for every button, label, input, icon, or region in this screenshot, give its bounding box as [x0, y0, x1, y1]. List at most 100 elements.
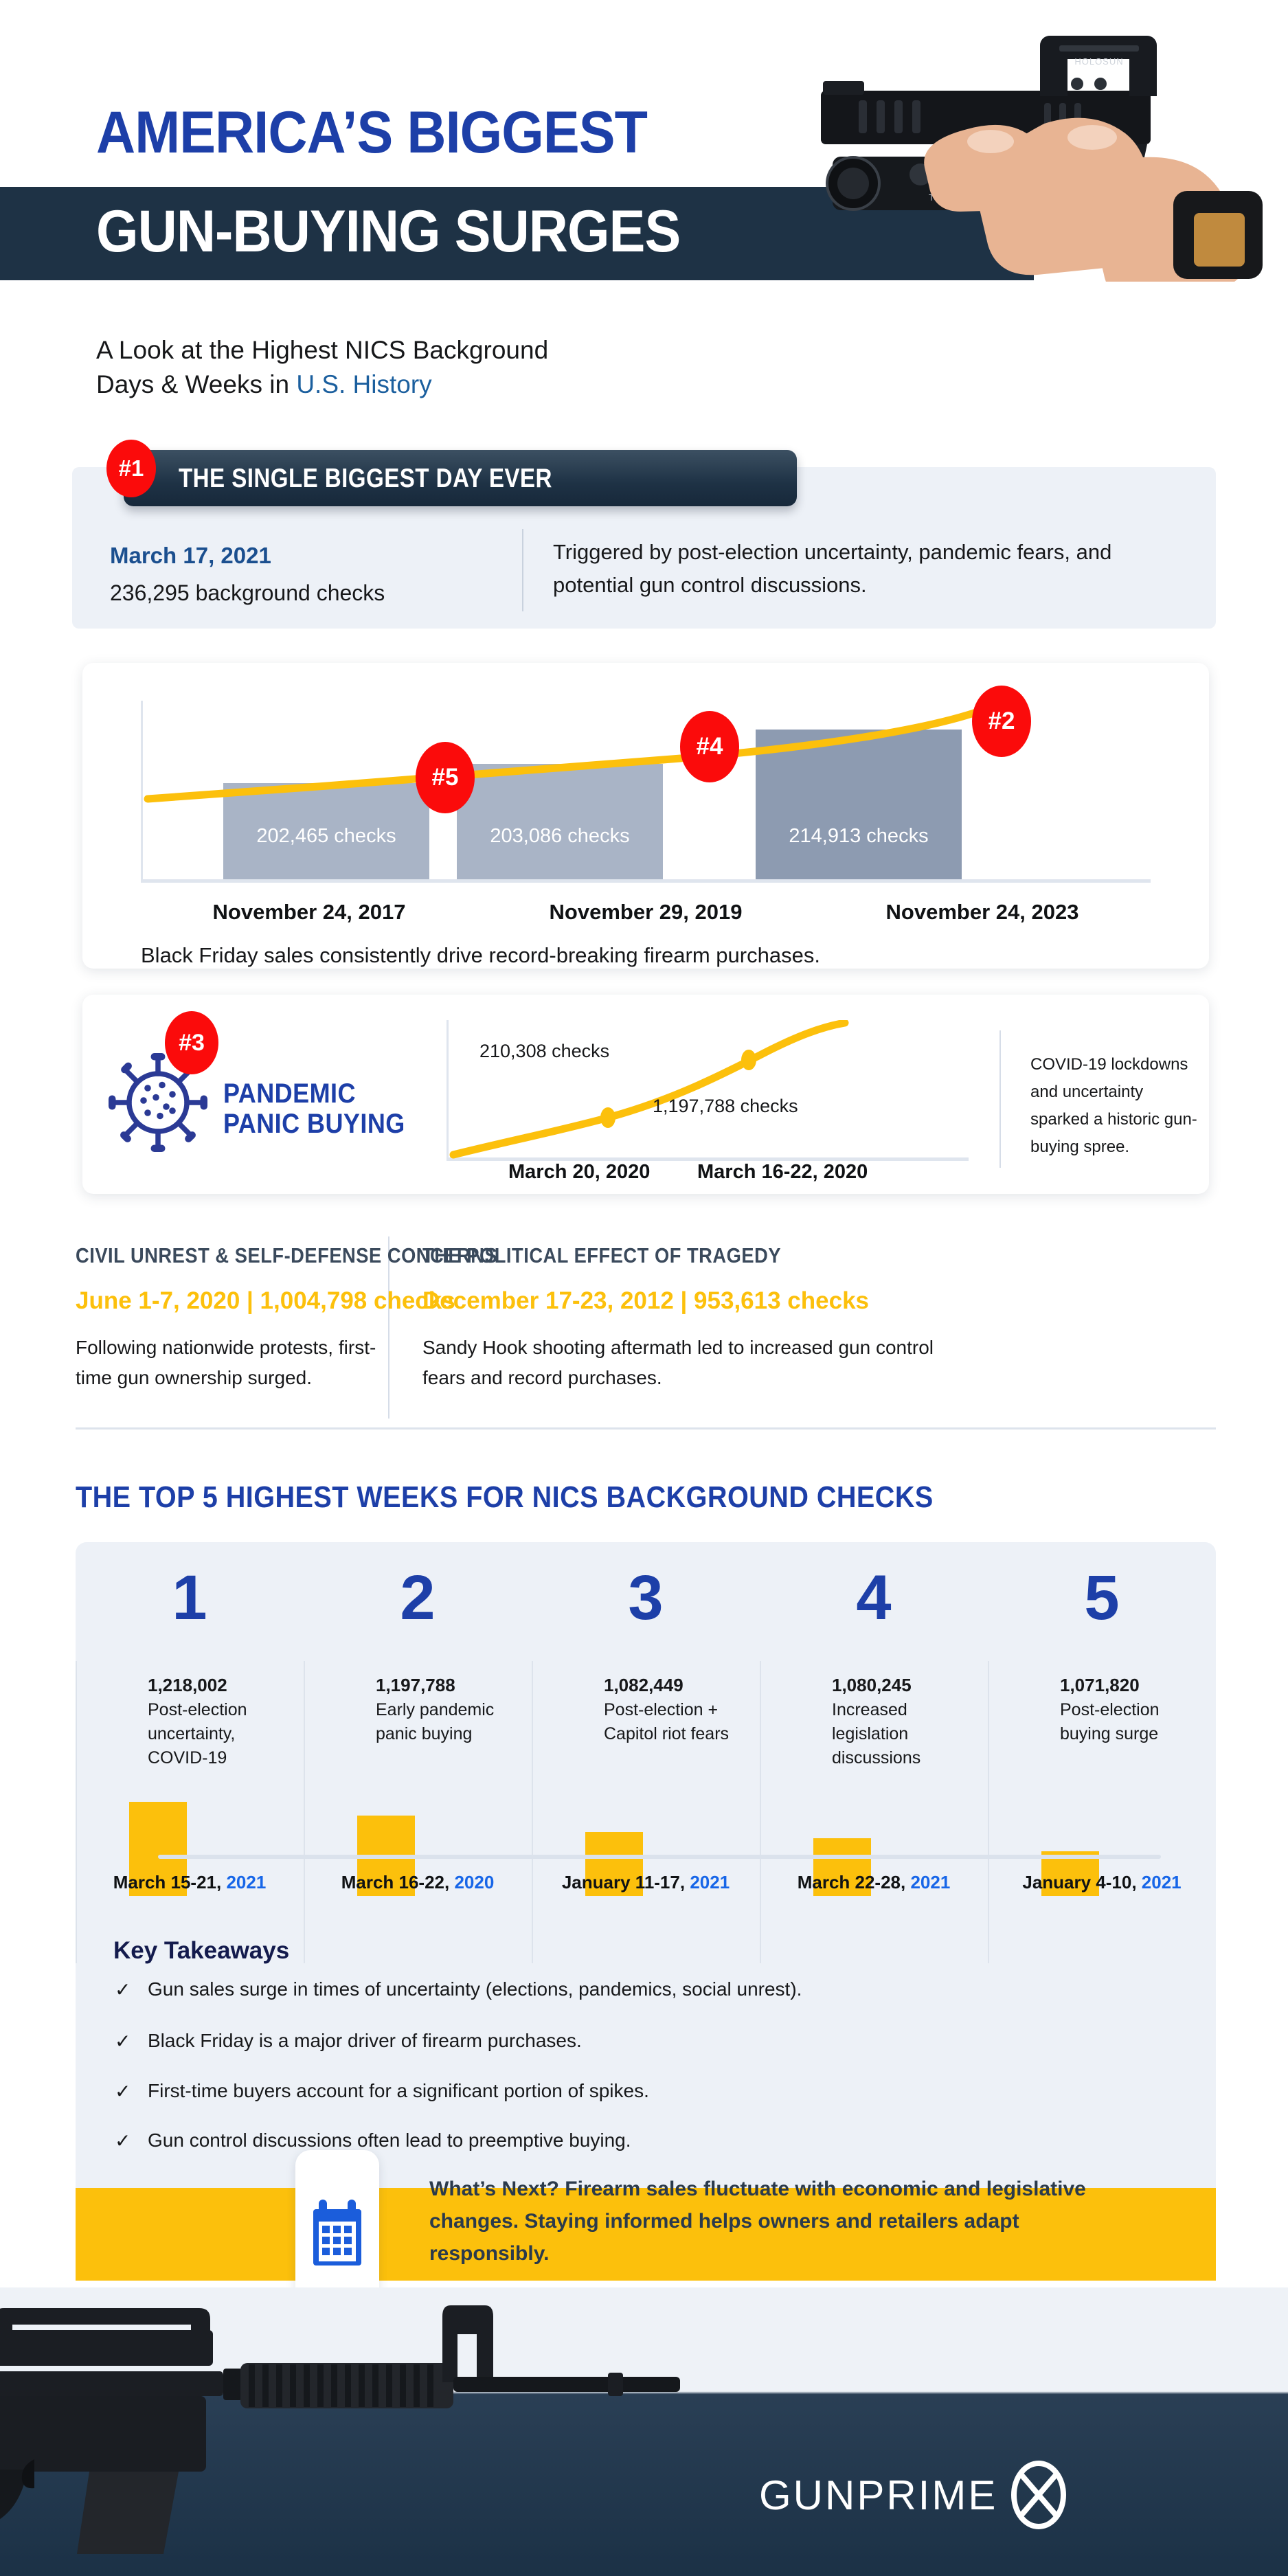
black-friday-chart: 202,465 checks 203,086 checks 214,913 ch…: [141, 701, 1151, 883]
pandemic-week-label: 1,197,788 checks: [653, 1096, 798, 1116]
pandemic-title: PANDEMIC PANIC BUYING: [223, 1078, 405, 1139]
pandemic-title-line-1: PANDEMIC: [223, 1078, 356, 1109]
top5-date-4: March 22-28, 2021: [797, 1872, 951, 1893]
top5-title: THE TOP 5 HIGHEST WEEKS FOR NICS BACKGRO…: [76, 1480, 934, 1514]
check-icon: ✓: [115, 2031, 131, 2052]
political-tragedy-heading: THE POLITICAL EFFECT OF TRAGEDY: [422, 1243, 782, 1267]
svg-text:HOLOSUN: HOLOSUN: [1074, 56, 1123, 67]
top5-rank-3: 3: [628, 1563, 664, 1633]
date-label-2017: November 24, 2017: [212, 900, 406, 924]
takeaway-item-4: ✓ Gun control discussions often lead to …: [115, 2129, 631, 2151]
check-icon: ✓: [115, 2081, 131, 2102]
single-day-date: March 17, 2021: [110, 543, 271, 568]
civil-unrest-block: CIVIL UNREST & SELF-DEFENSE CONCERNS Jun…: [76, 1243, 555, 1393]
top5-desc-5: Post-election buying surge: [1060, 1700, 1160, 1743]
black-friday-date-labels: November 24, 2017 November 29, 2019 Nove…: [141, 900, 1151, 925]
top5-date-5: January 4-10, 2021: [1022, 1872, 1182, 1893]
chart-x-axis: [141, 879, 1151, 883]
civil-unrest-heading: CIVIL UNREST & SELF-DEFENSE CONCERNS: [76, 1243, 498, 1267]
rank-badge-4: #4: [680, 711, 739, 782]
check-icon: ✓: [115, 2130, 131, 2151]
top5-rank-5: 5: [1084, 1563, 1120, 1633]
whats-next-text: What’s Next? Firearm sales fluctuate wit…: [429, 2178, 1086, 2265]
top5-bar-1: [129, 1802, 187, 1896]
bar-2023: 214,913 checks: [756, 730, 962, 879]
column-separator: [76, 1661, 77, 1963]
pandemic-title-line-2: PANIC BUYING: [223, 1109, 405, 1139]
two-column-section: CIVIL UNREST & SELF-DEFENSE CONCERNS Jun…: [76, 1236, 1216, 1443]
hand-holding-pistol-photo: HOLOSUN TLR-1 HL: [821, 36, 1263, 282]
top5-desc-1: Post-election uncertainty, COVID-19: [148, 1700, 247, 1767]
top5-date-3: January 11-17, 2021: [561, 1872, 730, 1893]
us-history-link[interactable]: U.S. History: [296, 370, 432, 398]
calendar-icon: [313, 2200, 361, 2266]
two-column-divider: [388, 1236, 389, 1419]
pandemic-chart: 210,308 checks 1,197,788 checks: [447, 1020, 989, 1161]
top5-date-2: March 16-22, 2020: [341, 1872, 495, 1893]
takeaway-text-4: Gun control discussions often lead to pr…: [148, 2129, 631, 2151]
top5-value-2: 1,197,788: [376, 1675, 455, 1695]
pandemic-divider: [999, 1030, 1001, 1168]
pandemic-date-week: March 16-22, 2020: [697, 1161, 868, 1183]
takeaway-text-3: First-time buyers account for a signific…: [148, 2080, 649, 2101]
column-separator: [988, 1661, 989, 1963]
hero-subtitle-line-2: Days & Weeks in: [96, 370, 297, 398]
bar-2019: 203,086 checks: [457, 764, 663, 879]
top5-rank-4: 4: [856, 1563, 892, 1633]
takeaway-text-1: Gun sales surge in times of uncertainty …: [148, 1978, 802, 2000]
column-separator: [304, 1661, 305, 1963]
takeaway-item-2: ✓ Black Friday is a major driver of fire…: [115, 2030, 582, 2052]
rank-badge-3: #3: [165, 1011, 218, 1074]
takeaway-item-3: ✓ First-time buyers account for a signif…: [115, 2080, 649, 2102]
top5-value-3: 1,082,449: [604, 1675, 683, 1695]
top5-date-1: March 15-21, 2021: [113, 1872, 267, 1893]
bar-label-2017: 202,465 checks: [256, 825, 396, 847]
bar-label-2023: 214,913 checks: [789, 825, 929, 847]
top5-item-2: 2 1,197,788 Early pandemic panic buying: [304, 1566, 532, 1963]
bar-label-2019: 203,086 checks: [490, 825, 630, 847]
top5-bar-4: [813, 1838, 871, 1896]
hero-title-line-2: GUN-BUYING SURGES: [96, 199, 681, 264]
pandemic-x-axis: [447, 1157, 969, 1161]
section-rule: [76, 1427, 1216, 1430]
column-separator: [532, 1661, 533, 1963]
whats-next-banner: [76, 2188, 1216, 2281]
key-takeaways-heading: Key Takeaways: [113, 1937, 290, 1964]
rank-badge-2: #2: [972, 686, 1031, 757]
top5-item-5: 5 1,071,820 Post-election buying surge: [988, 1563, 1216, 1963]
top5-columns: 1 1,218,002 Post-election uncertainty, C…: [76, 1563, 1216, 1963]
top5-desc-3: Post-election + Capitol riot fears: [604, 1700, 730, 1743]
single-day-checks: 236,295 background checks: [110, 580, 385, 605]
trend-line: [144, 705, 990, 803]
top5-value-5: 1,071,820: [1060, 1675, 1140, 1695]
hero-subtitle-line-1: A Look at the Highest NICS Background: [96, 336, 549, 364]
top5-baseline: [158, 1855, 1161, 1859]
chart-y-axis: [141, 701, 143, 883]
date-label-2023: November 24, 2023: [885, 900, 1079, 924]
pandemic-curve: [449, 1020, 849, 1159]
black-friday-note: Black Friday sales consistently drive re…: [141, 943, 820, 967]
top5-value-4: 1,080,245: [832, 1675, 912, 1695]
ribbon-label: THE SINGLE BIGGEST DAY EVER: [179, 464, 552, 493]
footer-logo: GUNPRIME: [759, 2459, 1067, 2531]
top5-desc-4: Increased legislation discussions: [832, 1700, 921, 1767]
black-friday-card: 202,465 checks 203,086 checks 214,913 ch…: [82, 663, 1209, 969]
ar15-rifle-photo: [0, 2305, 680, 2554]
top5-bar-3: [585, 1832, 643, 1896]
brand-name: GUNPRIME: [759, 2472, 998, 2518]
top5-card: [76, 1542, 1216, 2229]
column-separator: [760, 1661, 761, 1963]
hero-subtitle: A Look at the Highest NICS Background Da…: [96, 333, 548, 402]
political-tragedy-block: THE POLITICAL EFFECT OF TRAGEDY December…: [422, 1243, 945, 1393]
rank-badge-5: #5: [416, 742, 475, 813]
pandemic-description: COVID-19 lockdowns and uncertainty spark…: [1030, 1055, 1197, 1156]
pandemic-date-day: March 20, 2020: [508, 1161, 651, 1183]
footer-background: [0, 2287, 1288, 2576]
top5-date-labels: March 15-21, 2021 March 16-22, 2020 Janu…: [76, 1872, 1216, 1893]
civil-unrest-highlight: June 1-7, 2020 | 1,004,798 checks: [76, 1287, 455, 1314]
hero-title-line-1: AMERICA’S BIGGEST: [96, 100, 648, 166]
rank-badge-1: #1: [106, 440, 156, 497]
card-divider: [522, 529, 523, 611]
crosshair-logo-icon: [1011, 2461, 1067, 2529]
